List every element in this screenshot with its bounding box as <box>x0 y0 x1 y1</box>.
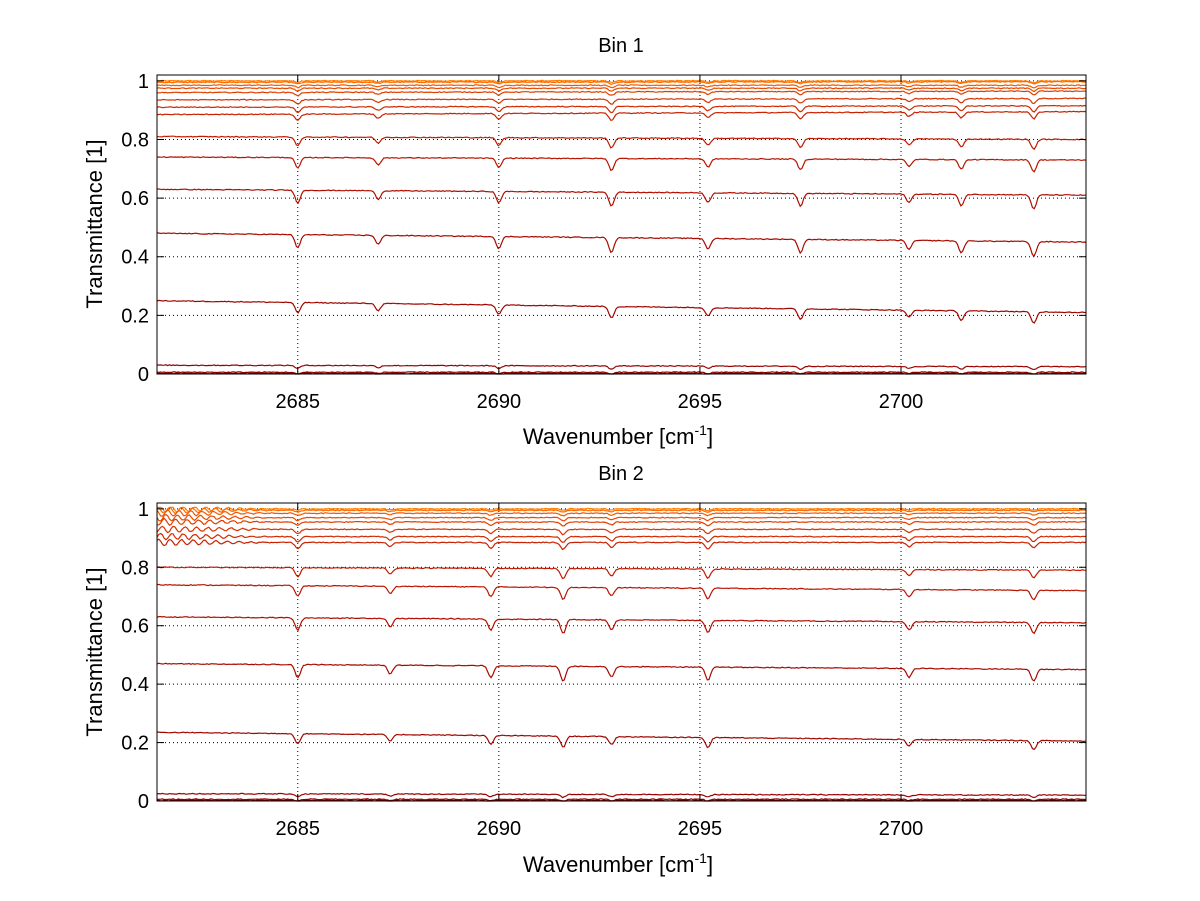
spectrum-line <box>156 508 1087 517</box>
x-tick-label: 2700 <box>879 818 924 840</box>
spectrum-line <box>156 364 1087 371</box>
y-axis-ticks: 0 0.2 0.4 0.6 0.8 1 <box>121 71 1086 386</box>
x-axis-label-superscript: -1 <box>695 422 708 438</box>
y-tick-label: 0.2 <box>121 305 149 327</box>
x-axis-label: Wavenumber [cm-1] <box>523 422 713 449</box>
spectrum-line <box>156 80 1086 86</box>
x-tick-label: 2690 <box>477 391 522 413</box>
spectrum-line <box>156 525 1087 536</box>
y-tick-label: 1 <box>138 71 149 93</box>
spectrum-line <box>156 110 1087 121</box>
x-axis-ticks: 2685 2690 2695 2700 <box>276 75 924 413</box>
spectrum-line <box>156 156 1087 173</box>
spectrum-line <box>156 104 1087 114</box>
spectrum-line <box>156 90 1086 97</box>
spectrum-line <box>156 506 1087 514</box>
x-axis-label-end: ] <box>707 424 713 449</box>
spectrum-line <box>156 232 1087 257</box>
y-tick-label: 1 <box>138 499 149 521</box>
x-tick-label: 2695 <box>678 391 723 413</box>
spectrum-line <box>157 188 1086 210</box>
y-tick-label: 0.6 <box>121 188 149 210</box>
spectrum-line <box>156 615 1087 635</box>
x-axis-label: Wavenumber [cm-1] <box>523 850 713 877</box>
y-tick-label: 0 <box>138 791 149 813</box>
subplot-bin-2: Bin 2 2685 2690 2695 2700 0 0.2 0.4 0.6 0.8 1 Wa… <box>82 463 1087 877</box>
subplot-bin-1: Bin 1 2685 2690 2695 2700 0 0.2 0.4 0.6 0.8 1 Wa… <box>82 35 1087 449</box>
spectrum-line <box>156 662 1087 682</box>
spectrum-line <box>156 87 1087 93</box>
spectrum-line <box>156 532 1087 543</box>
spectrum-line <box>156 566 1087 580</box>
spectrum-line <box>156 513 1087 522</box>
spectrum-line <box>156 792 1087 799</box>
plot-area-frame <box>156 74 1087 375</box>
x-axis-label-end: ] <box>707 852 713 877</box>
spectrum-line <box>156 97 1086 105</box>
chart-title: Bin 2 <box>598 463 644 485</box>
spectrum-line <box>156 506 1087 513</box>
x-tick-label: 2700 <box>879 391 924 413</box>
y-tick-label: 0.4 <box>121 247 149 269</box>
plot-area-frame <box>156 502 1087 802</box>
y-tick-label: 0.4 <box>121 674 149 696</box>
spectrum-line <box>156 538 1087 551</box>
x-axis-label-superscript: -1 <box>695 850 708 866</box>
spectrum-line <box>157 731 1087 751</box>
y-tick-label: 0.6 <box>121 616 149 638</box>
x-tick-label: 2690 <box>477 818 522 840</box>
spectrum-line <box>156 79 1087 84</box>
y-tick-label: 0.2 <box>121 733 149 755</box>
y-tick-label: 0 <box>138 364 149 386</box>
spectrum-line <box>156 135 1087 151</box>
x-tick-label: 2695 <box>678 818 723 840</box>
y-axis-ticks: 0 0.2 0.4 0.6 0.8 1 <box>121 499 1086 813</box>
x-tick-label: 2685 <box>276 391 321 413</box>
x-axis-label-main: Wavenumber [cm <box>523 852 695 877</box>
series-group <box>156 79 1087 375</box>
spectrum-line <box>156 517 1087 527</box>
chart-title: Bin 1 <box>598 35 644 57</box>
y-axis-label: Transmittance [1] <box>82 567 107 736</box>
x-axis-label-main: Wavenumber [cm <box>523 424 695 449</box>
y-tick-label: 0.8 <box>121 129 149 151</box>
spectrum-line <box>156 299 1086 324</box>
series-group <box>156 506 1087 802</box>
y-tick-label: 0.8 <box>121 557 149 579</box>
x-tick-label: 2685 <box>276 818 321 840</box>
y-axis-label: Transmittance [1] <box>82 139 107 308</box>
x-axis-ticks: 2685 2690 2695 2700 <box>276 503 924 840</box>
spectrum-line <box>156 84 1087 89</box>
spectrum-line <box>156 583 1087 601</box>
